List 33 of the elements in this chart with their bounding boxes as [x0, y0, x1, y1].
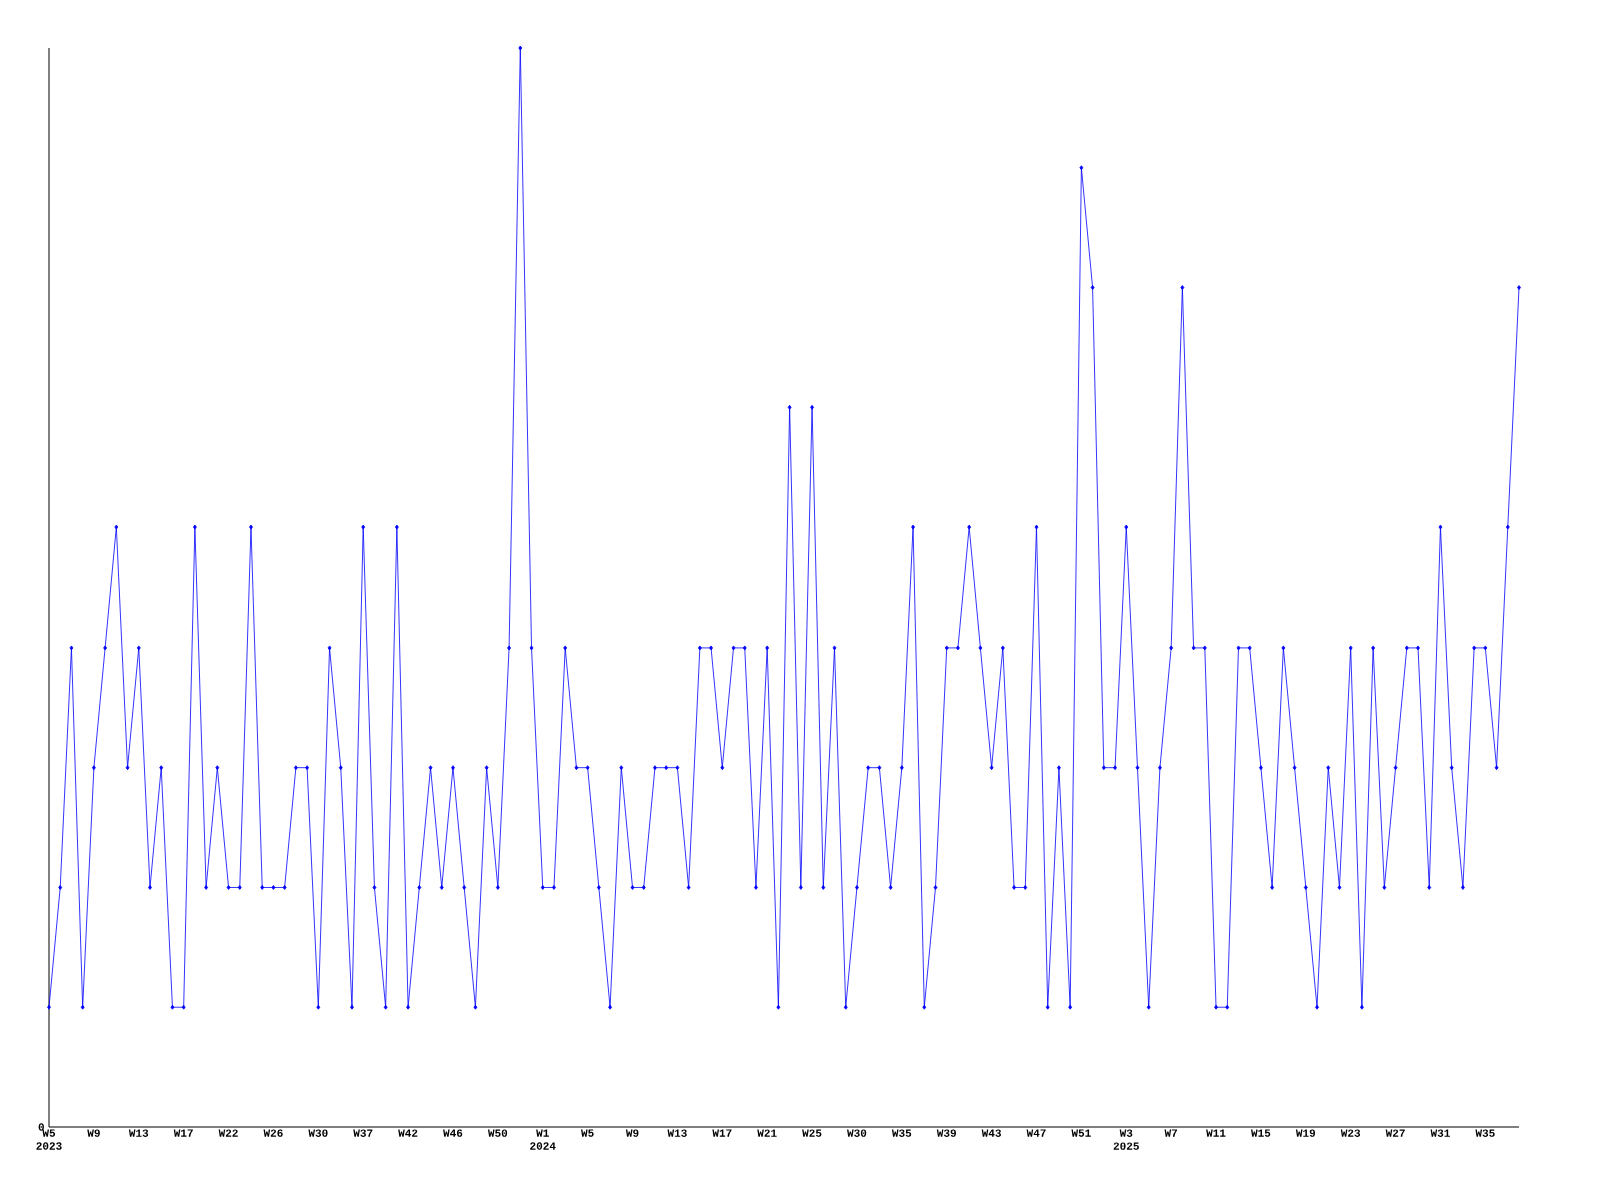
x-tick-label: W31 [1430, 1129, 1450, 1137]
x-tick-label: W22 [218, 1129, 238, 1137]
x-tick-label: W3 2025 [1113, 1129, 1139, 1150]
x-tick-label: W9 [625, 1129, 639, 1137]
x-tick-label: W26 [263, 1129, 283, 1137]
x-tick-label: W11 [1206, 1129, 1226, 1137]
x-tick-label: W5 [581, 1129, 594, 1137]
x-tick-label: W30 [308, 1129, 328, 1137]
x-tick-label: W19 [1295, 1129, 1316, 1137]
x-tick-label: W25 [802, 1129, 822, 1137]
x-tick-label: W21 [757, 1129, 777, 1137]
x-tick-label: W37 [353, 1129, 373, 1137]
x-tick-label: W17 [173, 1129, 193, 1137]
x-tick-label: W35 [1475, 1129, 1495, 1137]
x-tick-label: W51 [1071, 1129, 1091, 1137]
x-tick-label: W46 [443, 1129, 463, 1137]
x-tick-label: W13 [128, 1129, 149, 1137]
x-tick-label: W7 [1164, 1129, 1178, 1137]
text: 0 [38, 1123, 44, 1131]
x-tick-label: W50 [487, 1129, 508, 1137]
x-tick-label: W35 [891, 1129, 912, 1137]
x-tick-label: W27 [1385, 1129, 1405, 1137]
x-tick-label: W42 [398, 1129, 418, 1137]
x-tick-label: W23 [1340, 1129, 1361, 1137]
x-tick-label: W1 2024 [530, 1129, 556, 1150]
x-tick-label: W47 [1026, 1129, 1046, 1137]
x-tick-label: W39 [936, 1129, 956, 1137]
x-tick-label: W17 [712, 1129, 732, 1137]
x-tick-label: W9 [87, 1129, 100, 1137]
x-tick-label: W15 [1251, 1129, 1271, 1137]
x-tick-label: W30 [847, 1129, 867, 1137]
x-tick-label: W43 [981, 1129, 1001, 1137]
x-tick-label: W13 [667, 1129, 687, 1137]
